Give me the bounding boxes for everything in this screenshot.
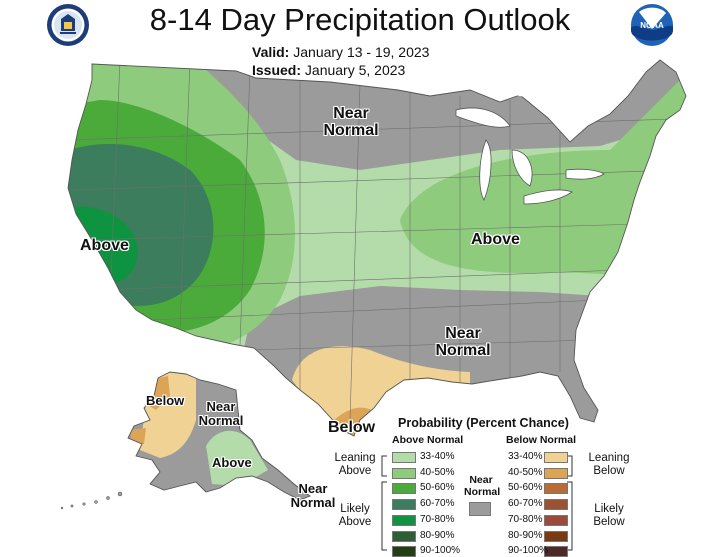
legend-above-row-label: 90-100% [420,545,461,557]
label-ak-below: Below [146,393,185,408]
legend-below-row-label: 70-80% [508,513,543,525]
legend-below-row-swatch [544,452,568,463]
label-below-texas: Below [328,419,376,436]
legend-above-header: Above Normal [392,434,464,446]
canada-notch [470,86,560,104]
valid-line: Valid: January 13 - 19, 2023 [252,44,429,60]
noaa-logo-icon: NOAA [631,4,673,46]
lake-erie [523,189,573,205]
legend-below-row-label: 33-40% [508,451,543,462]
label-near-normal-north: Near Normal [323,105,379,139]
legend-above-row-label: 70-80% [420,513,455,525]
lake-superior [455,107,511,128]
legend-below-row-swatch [544,483,568,495]
issued-label: Issued: [252,62,302,78]
issued-line: Issued: January 5, 2023 [252,62,405,78]
legend-above-row-label: 50-60% [420,482,455,494]
legend-below-brackets [567,455,573,551]
legend-above-row-swatch [392,514,416,526]
label-ak-above: Above [212,455,252,470]
above-60-70-west-area [68,144,214,306]
valid-label: Valid: [252,44,290,60]
great-lakes [455,86,605,205]
aleutian-islands [60,491,123,510]
legend-near-normal-swatch [469,502,491,516]
label-ak-near-normal-sw: Near Normal [290,481,336,510]
department-of-commerce-seal-icon [47,4,89,46]
noaa-logo-text: NOAA [640,21,664,30]
legend-above-row-label: 80-90% [420,529,455,541]
legend-above-row-swatch [392,499,416,511]
label-near-normal-south: Near Normal [435,325,491,359]
legend-below-row-swatch [544,499,568,511]
legend-below-row-swatch [544,530,568,542]
legend-above-row-swatch [392,467,416,479]
legend-near-normal-header: Near Normal [464,474,501,499]
legend-above-brackets [381,455,387,551]
label-above-east: Above [471,231,520,248]
label-above-west: Above [80,237,129,254]
legend-above-row-swatch [392,452,416,463]
legend-above-row-swatch [392,530,416,542]
legend-likely-below: Likely Below [593,503,625,529]
legend-below-row-label: 80-90% [508,529,543,541]
ak-below-40-50-sw-area [130,428,146,444]
legend-below-row-swatch [544,514,568,526]
legend-below-header: Below Normal [506,434,577,446]
legend-above-row-swatch [392,546,416,557]
legend-below-row-label: 50-60% [508,482,543,494]
issued-date: January 5, 2023 [304,62,406,78]
legend-below-row-swatch [544,467,568,479]
ak-leaning-above-area [206,430,268,486]
page-title: 8-14 Day Precipitation Outlook [149,2,571,37]
legend-leaning-above: Leaning Above [334,452,376,478]
legend-above-row-label: 33-40% [420,451,455,462]
label-ak-near-normal: Near Normal [198,399,244,428]
legend-above-row-swatch [392,483,416,495]
lake-ontario [565,168,605,180]
lake-michigan [479,139,492,201]
legend-likely-above: Likely Above [338,503,372,529]
valid-dates: January 13 - 19, 2023 [293,44,430,60]
state-borders [69,60,686,421]
legend-leaning-below: Leaning Below [588,452,630,478]
legend-above-row-label: 40-50% [420,466,455,478]
legend-below-row-label: 60-70% [508,498,543,510]
legend-below-row-label: 40-50% [508,466,543,478]
legend-title: Probability (Percent Chance) [398,416,569,430]
legend-above-row-label: 60-70% [420,498,455,510]
legend-below-row-label: 90-100% [508,545,549,557]
lake-huron [511,149,533,187]
